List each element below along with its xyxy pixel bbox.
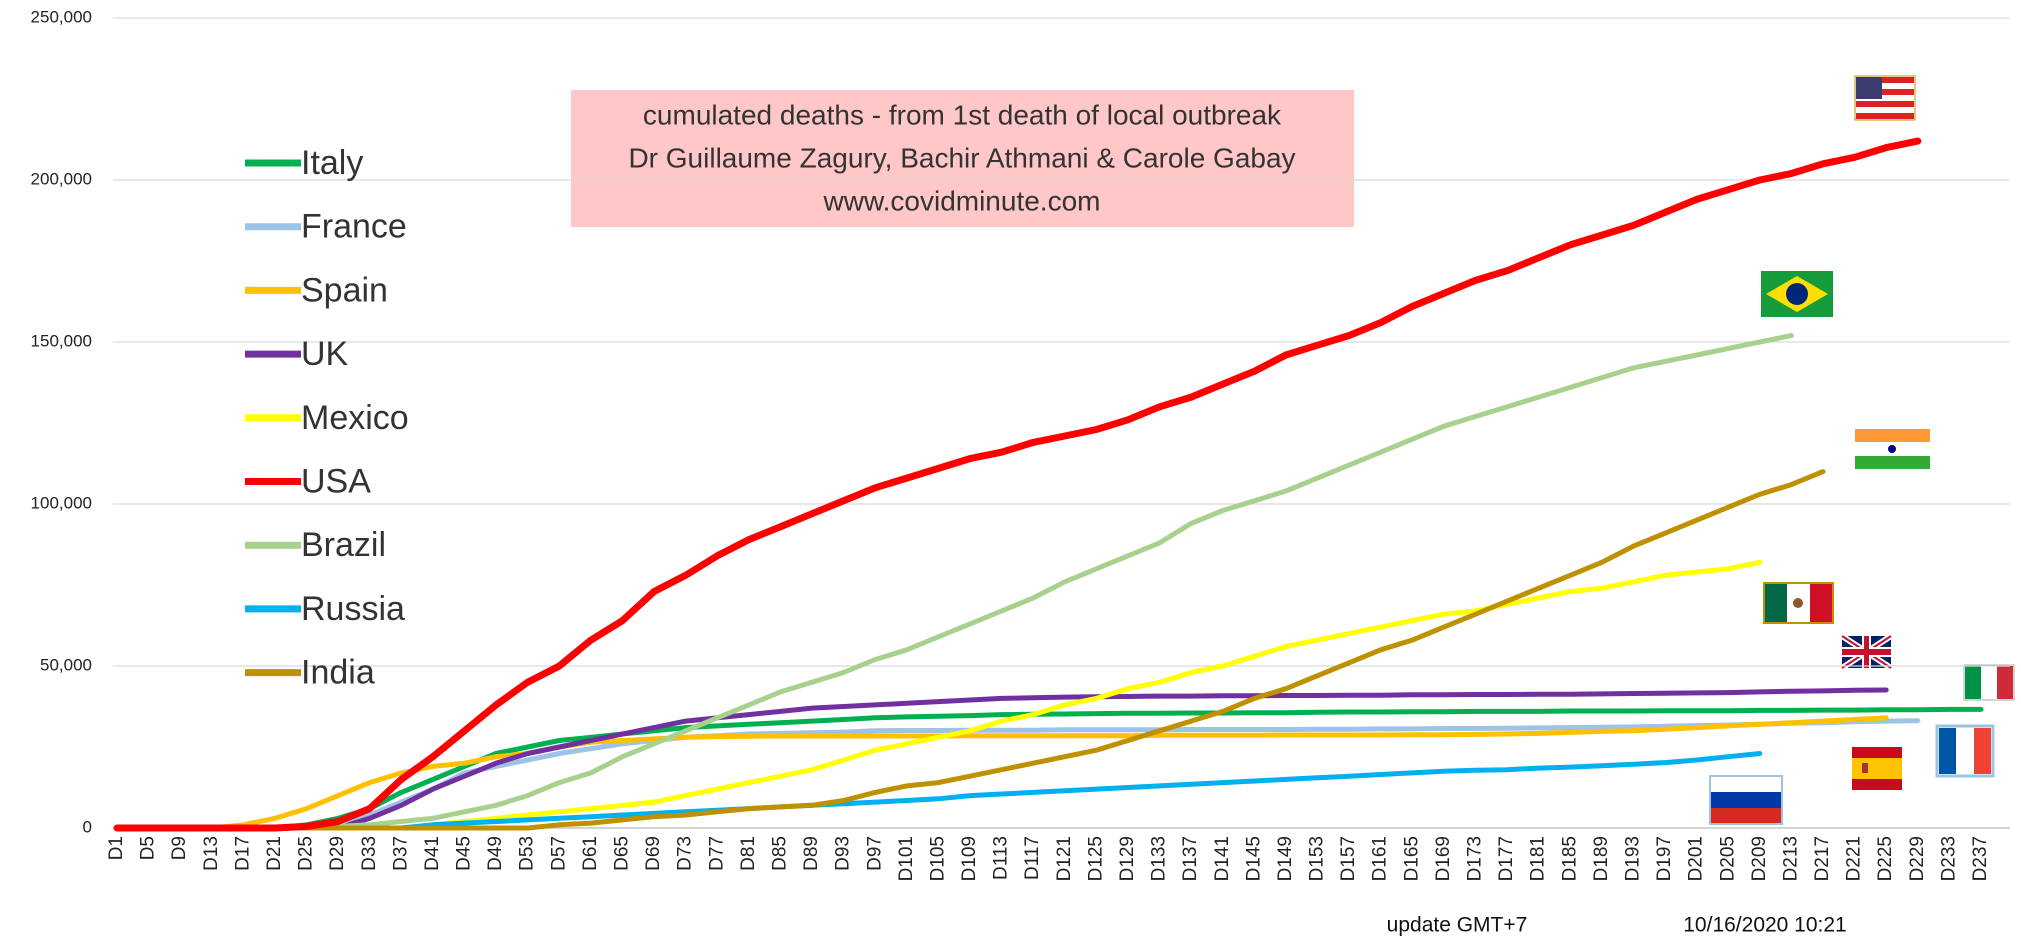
flag-russia xyxy=(1709,775,1783,825)
annotation: 10/16/2020 10:21 xyxy=(1683,914,1847,937)
chart-title: cumulated deaths - from 1st death of loc… xyxy=(643,99,1282,130)
x-tick-label: D117 xyxy=(1022,836,1043,880)
annotation: update GMT+7 xyxy=(1387,914,1528,937)
x-tick-label: D69 xyxy=(643,836,664,871)
y-tick-label: 100,000 xyxy=(31,493,92,512)
series-line xyxy=(114,706,1984,831)
x-tick-label: D29 xyxy=(327,836,348,871)
y-tick-label: 250,000 xyxy=(31,7,92,26)
x-tick-label: D149 xyxy=(1275,836,1296,881)
x-tick-label: D217 xyxy=(1812,836,1833,881)
flag-spain xyxy=(1852,747,1902,790)
series-line xyxy=(114,469,1826,831)
legend-label: Spain xyxy=(301,271,388,309)
y-tick-label: 200,000 xyxy=(31,169,92,188)
x-tick-label: D89 xyxy=(801,836,822,871)
x-tick-label: D133 xyxy=(1149,836,1170,881)
x-tick-label: D85 xyxy=(769,836,790,871)
x-tick-label: D65 xyxy=(612,836,633,871)
x-tick-label: D173 xyxy=(1465,836,1486,881)
x-tick-label: D101 xyxy=(896,836,917,881)
x-tick-label: D229 xyxy=(1907,836,1928,881)
legend-label: India xyxy=(301,654,375,692)
flag-italy xyxy=(1963,664,2015,701)
x-tick-label: D21 xyxy=(264,836,285,871)
x-tick-label: D57 xyxy=(548,836,569,871)
x-tick-label: D161 xyxy=(1370,836,1391,881)
legend-label: UK xyxy=(301,335,349,373)
x-tick-label: D5 xyxy=(138,836,159,860)
title-box xyxy=(571,90,1354,227)
x-tick-label: D169 xyxy=(1433,836,1454,881)
x-tick-label: D125 xyxy=(1085,836,1106,881)
x-tick-label: D137 xyxy=(1180,836,1201,881)
x-tick-label: D105 xyxy=(927,836,948,881)
x-tick-label: D213 xyxy=(1780,836,1801,881)
x-tick-label: D237 xyxy=(1970,836,1991,881)
x-tick-label: D97 xyxy=(864,836,885,871)
x-tick-label: D1 xyxy=(106,836,127,860)
flag-france xyxy=(1935,724,1995,778)
flag-usa xyxy=(1854,75,1916,121)
series-line xyxy=(113,137,1922,832)
flag-uk xyxy=(1840,633,1893,671)
x-tick-label: D81 xyxy=(738,836,759,871)
legend-label: France xyxy=(301,208,407,246)
x-tick-label: D209 xyxy=(1749,836,1770,881)
series-line xyxy=(114,333,1794,831)
series-line xyxy=(114,687,1889,831)
x-tick-label: D33 xyxy=(359,836,380,871)
x-tick-label: D141 xyxy=(1212,836,1233,881)
x-tick-label: D49 xyxy=(485,836,506,871)
y-tick-label: 150,000 xyxy=(31,331,92,350)
x-tick-label: D13 xyxy=(201,836,222,871)
legend-label: Brazil xyxy=(301,526,386,564)
x-tick-label: D225 xyxy=(1875,836,1896,881)
x-tick-label: D41 xyxy=(422,836,443,871)
x-tick-label: D121 xyxy=(1054,836,1075,881)
y-tick-label: 0 xyxy=(83,817,92,836)
x-tick-label: D93 xyxy=(833,836,854,871)
x-tick-label: D177 xyxy=(1496,836,1517,881)
legend-label: USA xyxy=(301,462,371,500)
x-tick-label: D193 xyxy=(1622,836,1643,881)
x-tick-label: D25 xyxy=(296,836,317,871)
legend-label: Russia xyxy=(301,590,405,628)
x-tick-label: D113 xyxy=(991,836,1012,880)
x-tick-label: D77 xyxy=(706,836,727,871)
x-tick-label: D45 xyxy=(454,836,475,871)
x-tick-label: D165 xyxy=(1401,836,1422,881)
x-tick-label: D9 xyxy=(169,836,190,860)
x-tick-label: D185 xyxy=(1559,836,1580,881)
x-tick-label: D153 xyxy=(1307,836,1328,881)
chart-title: www.covidminute.com xyxy=(823,185,1101,216)
flag-brazil xyxy=(1761,271,1833,317)
x-tick-label: D201 xyxy=(1686,836,1707,881)
x-tick-label: D189 xyxy=(1591,836,1612,881)
flag-india xyxy=(1855,429,1930,469)
x-tick-label: D73 xyxy=(675,836,696,871)
x-tick-label: D221 xyxy=(1844,836,1865,881)
x-tick-label: D17 xyxy=(232,836,253,871)
x-tick-label: D129 xyxy=(1117,836,1138,881)
chart-title: Dr Guillaume Zagury, Bachir Athmani & Ca… xyxy=(628,142,1295,173)
x-tick-label: D205 xyxy=(1717,836,1738,881)
flags xyxy=(1709,75,2015,825)
x-tick-label: D37 xyxy=(390,836,411,871)
y-tick-label: 50,000 xyxy=(40,655,92,674)
x-tick-label: D157 xyxy=(1338,836,1359,881)
x-tick-label: D109 xyxy=(959,836,980,881)
flag-mexico xyxy=(1763,582,1834,624)
x-tick-label: D61 xyxy=(580,836,601,871)
x-tick-label: D53 xyxy=(517,836,538,871)
x-tick-label: D233 xyxy=(1938,836,1959,881)
legend-label: Italy xyxy=(301,144,363,182)
x-tick-label: D181 xyxy=(1528,836,1549,881)
x-tick-label: D197 xyxy=(1654,836,1675,881)
legend-label: Mexico xyxy=(301,399,409,437)
x-tick-label: D145 xyxy=(1243,836,1264,881)
